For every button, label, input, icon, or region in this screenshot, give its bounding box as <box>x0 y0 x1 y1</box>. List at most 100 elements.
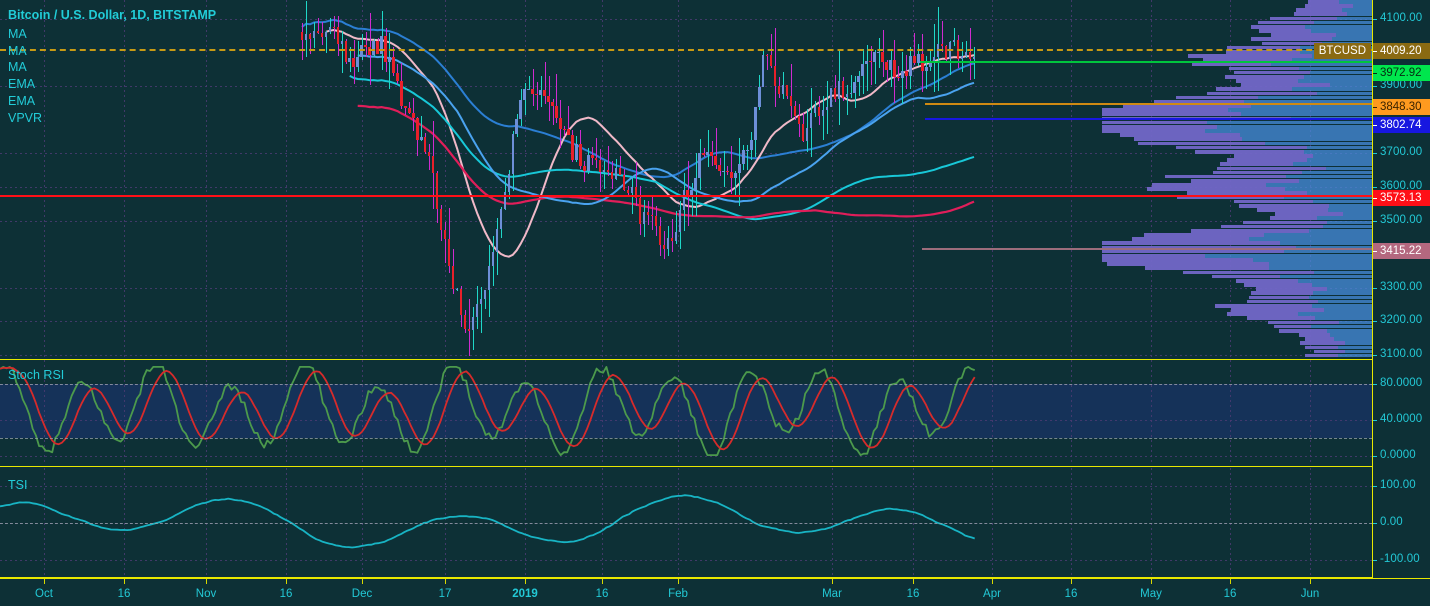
vpvr-value-bar <box>1212 274 1281 279</box>
price-badge-3573.13[interactable]: 3573.13 <box>1372 190 1430 206</box>
candle-body <box>626 190 630 193</box>
vpvr-total-bar <box>1120 133 1372 137</box>
candle-body <box>595 158 598 160</box>
gridline-v <box>44 360 45 465</box>
symbol-tag[interactable]: BTCUSD <box>1313 43 1371 59</box>
vpvr-total-bar <box>1102 253 1372 258</box>
price-badge-tick <box>1372 107 1377 108</box>
price-line-mauve-level[interactable] <box>922 248 1372 251</box>
candle-body <box>905 70 908 76</box>
candle-body <box>893 60 896 77</box>
candle-body <box>519 99 522 119</box>
vpvr-value-bar <box>1236 278 1298 283</box>
price-line-green-level[interactable] <box>920 60 1372 63</box>
gridline-h <box>0 220 1372 222</box>
vpvr-value-bar <box>1175 95 1258 100</box>
candle-body <box>742 150 745 165</box>
price-line-red-level[interactable] <box>0 195 1372 198</box>
candle-body <box>877 52 880 54</box>
time-scale[interactable]: Oct 16 Nov 16 Dec 17 2019 16 Feb Mar 16 Apr 16 May 16 J… <box>0 578 1430 606</box>
tsi-series <box>0 494 975 549</box>
candle-body <box>602 170 606 172</box>
candle-body <box>344 41 347 63</box>
time-tick <box>286 579 287 584</box>
gridline-v <box>206 0 207 358</box>
candle-body <box>487 265 491 291</box>
candle-wick <box>596 138 598 168</box>
vpvr-value-bar <box>1186 191 1308 196</box>
candle-body <box>483 290 487 299</box>
time-tick <box>1151 579 1152 584</box>
price-line-resistance-dashed[interactable] <box>0 48 1372 51</box>
candle-body <box>535 93 538 95</box>
vpvr-value-bar <box>1102 108 1228 112</box>
price-line-blue-level[interactable] <box>925 117 1372 120</box>
candle-body <box>471 317 475 330</box>
candle-body <box>360 45 363 57</box>
candle-body <box>396 72 399 82</box>
tsi-line <box>0 494 975 549</box>
price-badge-3972.92[interactable]: 3972.92 <box>1372 65 1430 81</box>
price-pane[interactable] <box>0 0 1372 358</box>
vpvr-value-bar <box>1213 170 1302 175</box>
price-scale[interactable]: 4100.00 3900.00 3700.00 3600.00 3500.00 3300.… <box>1372 0 1430 578</box>
gridline-v <box>286 0 287 358</box>
vpvr-value-bar <box>1228 66 1299 71</box>
candle-body <box>320 33 324 37</box>
candle-wick <box>707 129 709 168</box>
candle-wick <box>604 161 606 189</box>
gridline-v <box>1151 360 1152 465</box>
time-tick-label: May <box>1140 588 1162 600</box>
vpvr-total-bar <box>1191 62 1372 67</box>
vpvr-value-bar <box>1257 20 1315 25</box>
candle-body <box>634 187 638 199</box>
indicator-vpvr[interactable]: VPVR <box>8 110 43 125</box>
price-line-orange-level[interactable] <box>925 102 1372 105</box>
indicator-ma-1[interactable]: MA <box>8 27 27 41</box>
candle-wick <box>532 69 534 107</box>
tsi-pane[interactable] <box>0 468 1372 578</box>
candle-wick <box>747 145 749 171</box>
candle-wick <box>735 171 737 196</box>
candle-body <box>960 56 964 60</box>
time-tick-label: 16 <box>1223 588 1237 600</box>
vpvr-value-bar <box>1304 4 1354 8</box>
price-badge-3802.74[interactable]: 3802.74 <box>1372 117 1430 133</box>
candle-body <box>964 51 968 57</box>
indicator-ma-3[interactable]: MA <box>8 60 27 75</box>
candle-wick <box>421 116 423 141</box>
vpvr-total-bar <box>1102 129 1372 133</box>
time-tick <box>1230 579 1231 584</box>
vpvr-total-bar <box>1212 274 1372 279</box>
vpvr-value-bar <box>1102 120 1207 125</box>
price-badge-tick <box>1372 73 1377 74</box>
candle-body <box>428 152 431 157</box>
price-badge-3848.30[interactable]: 3848.30 <box>1372 99 1430 115</box>
candle-body <box>455 288 459 291</box>
candle-wick <box>484 289 486 310</box>
price-tick-label: 3200.00 <box>1380 314 1423 327</box>
indicator-ema-1[interactable]: EMA <box>8 77 36 92</box>
time-tick <box>1071 579 1072 584</box>
candle-body <box>885 62 888 71</box>
price-tick-label: 4100.00 <box>1380 12 1423 24</box>
pane-separator-bottom <box>0 577 1430 578</box>
gridline-h <box>0 560 1372 561</box>
price-badge-4009.20[interactable]: 4009.20 <box>1372 43 1430 59</box>
vpvr-value-bar <box>1137 141 1265 146</box>
price-badge-3415.22[interactable]: 3415.22 <box>1372 243 1430 259</box>
candle-body <box>769 54 773 66</box>
candle-wick <box>317 17 319 34</box>
vpvr-value-bar <box>1183 270 1314 275</box>
stoch-rsi-pane[interactable] <box>0 360 1372 465</box>
time-tick-label: Nov <box>195 588 217 600</box>
stoch-k-line <box>0 366 975 456</box>
vpvr-value-bar <box>1215 87 1292 92</box>
candle-wick <box>715 127 717 169</box>
vpvr-value-bar <box>1257 208 1328 212</box>
indicator-ma-2[interactable]: MA <box>8 43 27 58</box>
indicator-ema-2[interactable]: EMA <box>8 93 36 108</box>
moving-average-lines <box>301 18 975 258</box>
candle-body <box>364 45 367 47</box>
candle-body <box>340 41 343 44</box>
